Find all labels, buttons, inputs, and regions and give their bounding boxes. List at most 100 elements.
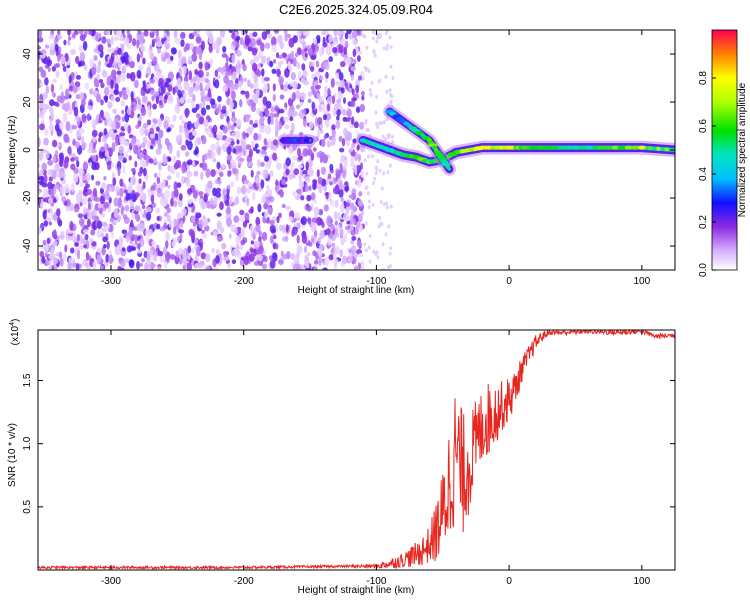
noise-dot	[50, 128, 54, 136]
noise-dot	[90, 66, 97, 76]
noise-dot	[290, 50, 295, 60]
noise-dot	[301, 109, 307, 114]
noise-dot	[363, 242, 367, 247]
noise-dot	[337, 30, 342, 38]
noise-dot	[157, 172, 161, 179]
noise-dot	[139, 52, 143, 59]
noise-dot	[180, 144, 187, 151]
noise-dot	[240, 90, 246, 95]
noise-dot	[132, 38, 137, 47]
noise-dot	[264, 210, 269, 219]
noise-dot	[63, 39, 67, 46]
noise-dot	[82, 161, 89, 171]
noise-dot	[165, 231, 170, 241]
noise-dot	[206, 265, 211, 270]
noise-dot	[359, 104, 366, 113]
noise-dot	[327, 237, 332, 246]
noise-dot	[108, 254, 114, 265]
noise-dot	[194, 122, 199, 129]
y-tick-label: 0.5	[22, 499, 33, 513]
noise-dot	[234, 130, 241, 140]
noise-dot	[194, 68, 199, 76]
noise-dot	[126, 245, 132, 253]
noise-dot	[263, 77, 270, 82]
noise-dot	[156, 215, 160, 221]
noise-dot	[68, 261, 72, 270]
noise-dot	[375, 39, 379, 44]
noise-dot	[110, 35, 114, 45]
noise-dot	[261, 196, 267, 204]
noise-dot	[141, 204, 146, 210]
noise-dot	[201, 217, 205, 223]
noise-dot	[132, 226, 138, 231]
noise-dot	[168, 144, 173, 155]
noise-dot	[266, 184, 270, 190]
noise-dot	[79, 51, 86, 62]
noise-dot	[349, 202, 355, 210]
noise-dot	[316, 169, 320, 178]
noise-dot	[113, 208, 119, 219]
noise-dot	[167, 184, 171, 189]
noise-dot	[78, 30, 84, 35]
noise-dot	[360, 260, 365, 270]
noise-dot	[372, 249, 376, 254]
noise-dot	[180, 39, 185, 47]
noise-dot	[259, 117, 264, 127]
noise-dot	[101, 227, 108, 233]
noise-dot	[118, 257, 124, 262]
noise-dot	[228, 30, 233, 33]
noise-dot	[195, 36, 202, 44]
noise-dot	[275, 123, 280, 133]
noise-dot	[324, 256, 329, 267]
noise-dot	[60, 154, 64, 163]
noise-dot	[244, 30, 248, 35]
noise-dot	[301, 63, 306, 71]
noise-dot	[272, 152, 277, 161]
noise-dot	[121, 30, 125, 34]
x-tick-label: -200	[234, 276, 254, 287]
noise-dot	[312, 147, 317, 152]
noise-dot	[211, 267, 218, 270]
noise-dot	[317, 176, 323, 185]
noise-dot	[70, 163, 76, 171]
noise-dot	[265, 100, 272, 109]
noise-dot	[256, 159, 261, 168]
noise-dot	[353, 265, 359, 270]
noise-dot	[121, 56, 127, 63]
noise-dot	[170, 254, 176, 260]
noise-dot	[357, 153, 361, 163]
noise-dot	[192, 31, 198, 36]
noise-dot	[147, 83, 151, 89]
noise-dot	[148, 158, 154, 164]
noise-dot	[65, 235, 72, 242]
noise-dot	[333, 211, 338, 221]
noise-dot	[162, 246, 168, 255]
noise-dot	[49, 190, 55, 198]
noise-dot	[253, 181, 257, 189]
noise-dot	[112, 108, 117, 114]
noise-dot	[38, 190, 42, 196]
noise-dot	[131, 246, 136, 251]
noise-dot	[313, 206, 320, 216]
noise-dot	[308, 242, 313, 247]
noise-dot	[207, 188, 211, 194]
noise-dot	[155, 148, 162, 155]
noise-dot	[337, 211, 341, 221]
noise-dot	[337, 82, 342, 88]
noise-dot	[232, 148, 237, 154]
noise-dot	[81, 98, 86, 107]
noise-dot	[65, 69, 70, 78]
noise-dot	[149, 133, 154, 139]
noise-dot	[183, 46, 187, 53]
noise-dot	[108, 58, 112, 66]
main-trace-blob	[571, 145, 580, 150]
noise-dot	[212, 41, 219, 50]
noise-dot	[355, 221, 361, 228]
noise-dot	[330, 199, 335, 207]
noise-dot	[294, 212, 300, 220]
noise-dot	[270, 36, 277, 47]
noise-dot	[338, 135, 343, 142]
noise-dot	[70, 48, 76, 56]
noise-dot	[311, 192, 316, 201]
noise-dot	[368, 259, 372, 264]
